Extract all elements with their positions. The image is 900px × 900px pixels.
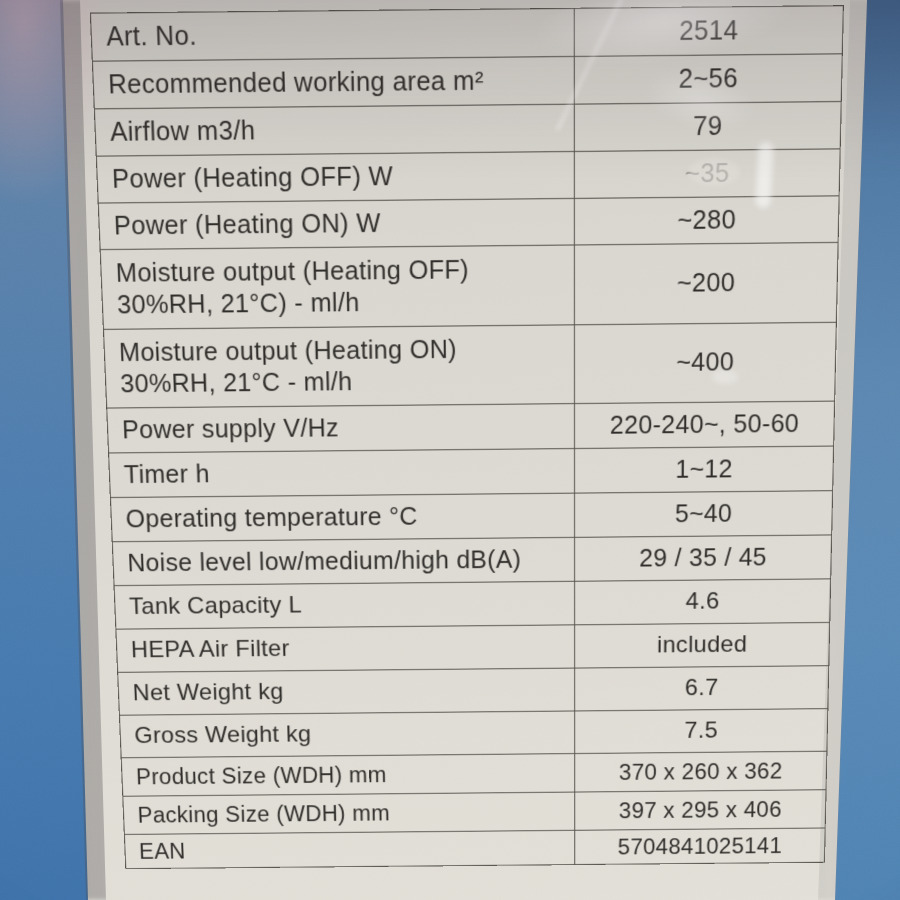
spec-label: Timer h xyxy=(108,448,575,498)
spec-row: Airflow m3/h 79 xyxy=(94,101,842,157)
spec-row: Power supply V/Hz 220-240~, 50-60 xyxy=(106,401,835,453)
spec-value: 5~40 xyxy=(574,490,833,538)
spec-row: Tank Capacity L 4.6 xyxy=(114,578,831,630)
spec-value: 2~56 xyxy=(574,53,843,105)
spec-value: 4.6 xyxy=(574,578,831,625)
spec-value: 79 xyxy=(574,101,842,152)
spec-row: Power (Heating OFF) W ~35 xyxy=(96,148,841,204)
spec-value: 5704841025141 xyxy=(575,827,826,865)
spec-row: Moisture output (Heating OFF) 30%RH, 21°… xyxy=(100,242,839,330)
spec-label: Gross Weight kg xyxy=(119,710,576,758)
spec-row: Power (Heating ON) W ~280 xyxy=(98,195,840,250)
spec-row: Packing Size (WDH) mm 397 x 295 x 406 xyxy=(122,789,827,835)
spec-value: ~200 xyxy=(574,242,839,325)
spec-value: ~35 xyxy=(574,148,841,199)
spec-row: Net Weight kg 6.7 xyxy=(117,665,829,716)
spec-label: Power supply V/Hz xyxy=(106,403,575,453)
spec-label: Art. No. xyxy=(90,8,575,62)
spec-label: Packing Size (WDH) mm xyxy=(122,792,576,835)
spec-value: 220-240~, 50-60 xyxy=(574,401,835,449)
spec-label: HEPA Air Filter xyxy=(115,624,576,673)
spec-value: 2514 xyxy=(574,5,844,57)
spec-label: Product Size (WDH) mm xyxy=(121,753,576,797)
spec-label: Noise level low/medium/high dB(A) xyxy=(112,537,575,586)
spec-value: 29 / 35 / 45 xyxy=(574,534,832,582)
spec-row: HEPA Air Filter included xyxy=(115,622,830,673)
spec-value: 7.5 xyxy=(575,708,828,754)
spec-label: Power (Heating ON) W xyxy=(98,198,575,250)
spec-value: included xyxy=(575,622,830,669)
spec-value: ~400 xyxy=(574,322,837,404)
spec-label: Net Weight kg xyxy=(117,668,576,716)
spec-value: 6.7 xyxy=(575,665,829,711)
spec-row: Moisture output (Heating ON) 30%RH, 21°C… xyxy=(103,322,837,409)
spec-value: ~280 xyxy=(574,195,840,245)
spec-label: Recommended working area m² xyxy=(92,56,575,109)
spec-value: 1~12 xyxy=(574,446,834,494)
spec-row: EAN 5704841025141 xyxy=(124,827,826,869)
spec-value: 370 x 260 x 362 xyxy=(575,751,827,793)
spec-label: EAN xyxy=(124,830,576,869)
spec-label: Power (Heating OFF) W xyxy=(96,151,575,204)
spec-label: Operating temperature °C xyxy=(110,493,575,542)
spec-value: 397 x 295 x 406 xyxy=(575,789,827,831)
spec-row: Operating temperature °C 5~40 xyxy=(110,490,833,542)
specification-table: Art. No. 2514 Recommended working area m² 2… xyxy=(90,5,844,869)
spec-row: Product Size (WDH) mm 370 x 260 x 362 xyxy=(121,751,827,797)
spec-row: Recommended working area m² 2~56 xyxy=(92,53,843,109)
spec-label: Moisture output (Heating OFF) 30%RH, 21°… xyxy=(100,244,575,330)
spec-row: Art. No. 2514 xyxy=(90,5,844,62)
spec-row: Timer h 1~12 xyxy=(108,446,834,498)
spec-row: Gross Weight kg 7.5 xyxy=(119,708,828,758)
spec-label: Moisture output (Heating ON) 30%RH, 21°C… xyxy=(103,324,575,409)
spec-row: Noise level low/medium/high dB(A) 29 / 35… xyxy=(112,534,832,586)
spec-label: Airflow m3/h xyxy=(94,104,575,157)
spec-label: Tank Capacity L xyxy=(114,581,576,630)
